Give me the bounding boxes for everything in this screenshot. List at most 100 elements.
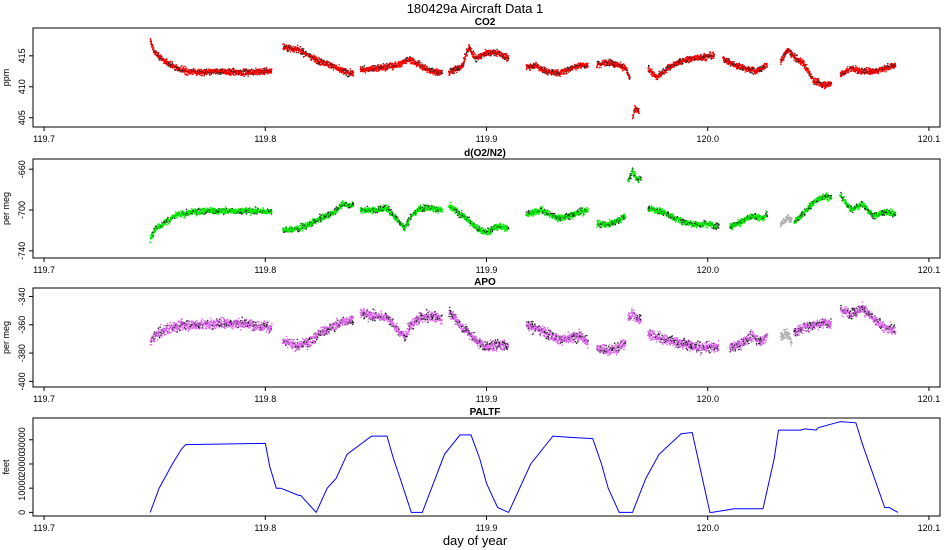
data-point [753, 67, 755, 69]
data-point [894, 65, 897, 67]
data-point [418, 62, 420, 64]
data-point [283, 43, 285, 45]
data-point [226, 68, 229, 71]
data-point [797, 60, 800, 63]
data-point [423, 64, 425, 66]
y-tick-label: -660 [17, 160, 27, 178]
data-point [728, 57, 730, 60]
data-segment-5 [596, 58, 631, 80]
data-point [817, 78, 820, 80]
data-point [301, 47, 304, 50]
data-point [382, 68, 385, 71]
data-point [150, 41, 153, 43]
data-point [472, 53, 475, 56]
data-point [167, 222, 170, 225]
data-point [647, 65, 650, 68]
data-point [462, 64, 465, 67]
data-segment-0 [149, 38, 273, 78]
data-point [501, 52, 503, 54]
data-point [374, 69, 377, 72]
data-point [182, 66, 184, 68]
data-point [550, 74, 553, 76]
data-point [295, 51, 298, 54]
data-point [493, 54, 496, 57]
data-segment-10 [839, 62, 897, 78]
data-point [436, 68, 439, 70]
data-segment-3 [447, 44, 510, 76]
data-point [580, 67, 582, 70]
data-point [151, 237, 153, 240]
data-point [486, 52, 488, 54]
data-point [894, 63, 897, 65]
data-point [470, 50, 473, 53]
data-point [794, 54, 797, 57]
data-point [474, 53, 477, 56]
data-point [729, 65, 732, 67]
data-point [150, 46, 153, 48]
data-point [379, 68, 381, 71]
data-point [637, 112, 640, 114]
data-point [634, 110, 637, 113]
data-point [303, 55, 306, 58]
data-point [231, 68, 233, 71]
data-point [372, 64, 375, 67]
data-point [738, 67, 740, 70]
data-point [165, 60, 168, 63]
y-tick-label: 415 [17, 48, 27, 63]
data-point [185, 67, 188, 69]
data-point [677, 63, 680, 66]
data-point [604, 65, 606, 67]
data-point [216, 68, 218, 71]
data-point [661, 70, 664, 73]
data-point [857, 72, 860, 75]
data-point [856, 66, 858, 68]
data-point [187, 214, 189, 217]
data-point [651, 74, 653, 76]
data-point [818, 80, 821, 82]
data-point [784, 54, 787, 56]
data-point [255, 67, 257, 70]
data-point [339, 71, 341, 73]
data-point [401, 65, 403, 67]
data-point [505, 56, 507, 59]
data-point [256, 73, 259, 76]
figure-title: 180429a Aircraft Data 1 [407, 1, 544, 16]
data-point [385, 69, 387, 71]
data-point [332, 69, 335, 71]
data-point [658, 72, 660, 75]
data-point [552, 73, 555, 76]
data-point [189, 209, 192, 212]
data-point [690, 60, 693, 63]
data-point [470, 47, 473, 50]
data-point [889, 68, 891, 70]
data-point [790, 49, 792, 52]
data-point [637, 108, 640, 110]
panel-title-o2n2: d(O2/N2) [464, 148, 506, 159]
data-point [803, 60, 805, 63]
data-point [362, 66, 364, 68]
data-point [392, 67, 394, 70]
data-point [424, 65, 427, 67]
data-point [399, 62, 401, 65]
data-point [375, 65, 378, 68]
data-point [796, 54, 799, 56]
data-point [705, 60, 707, 62]
data-point [298, 48, 301, 50]
data-point [851, 69, 853, 71]
data-point [854, 64, 857, 67]
data-point [529, 69, 531, 72]
data-point [888, 67, 891, 69]
data-point [685, 56, 688, 59]
data-point [351, 69, 354, 72]
data-point [309, 53, 312, 55]
data-point [161, 55, 163, 58]
data-point [622, 63, 625, 65]
data-point [245, 73, 247, 76]
data-point [528, 66, 531, 68]
data-point [162, 57, 165, 60]
data-point [467, 50, 469, 53]
data-point [270, 71, 273, 74]
data-point [411, 63, 414, 65]
data-point [798, 62, 800, 64]
data-point [338, 64, 341, 66]
